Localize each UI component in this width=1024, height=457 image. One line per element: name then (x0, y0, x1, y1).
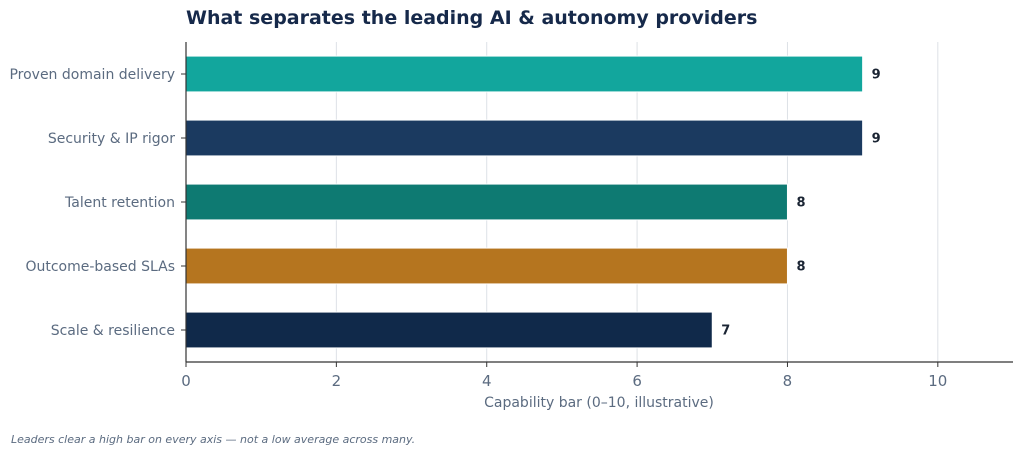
x-tick-label: 8 (783, 372, 793, 390)
category-label: Talent retention (64, 195, 175, 211)
value-labels: 9 9 8 8 7 (721, 68, 880, 339)
value-label: 8 (796, 196, 805, 211)
value-label: 9 (872, 68, 881, 83)
bar (185, 247, 788, 285)
value-label: 8 (796, 260, 805, 275)
bar (185, 183, 788, 221)
bar (185, 55, 864, 93)
footnote: Leaders clear a high bar on every axis —… (11, 433, 416, 446)
category-label: Outcome-based SLAs (25, 259, 175, 275)
chart-title: What separates the leading AI & autonomy… (186, 7, 758, 29)
x-tick-label: 4 (482, 372, 492, 390)
x-tick-label: 6 (632, 372, 642, 390)
x-axis-title: Capability bar (0–10, illustrative) (484, 395, 714, 411)
bar (185, 311, 713, 349)
bars (185, 55, 864, 349)
category-label: Scale & resilience (51, 323, 175, 339)
x-tick-label: 10 (928, 372, 947, 390)
value-label: 7 (721, 324, 730, 339)
category-label: Proven domain delivery (9, 67, 175, 83)
x-tick-label: 2 (332, 372, 342, 390)
value-label: 9 (872, 132, 881, 147)
category-label: Security & IP rigor (48, 131, 175, 147)
x-ticks: 0 2 4 6 8 10 (181, 362, 947, 390)
category-labels: Proven domain delivery Security & IP rigo… (9, 67, 186, 339)
bar (185, 119, 864, 157)
x-tick-label: 0 (181, 372, 191, 390)
